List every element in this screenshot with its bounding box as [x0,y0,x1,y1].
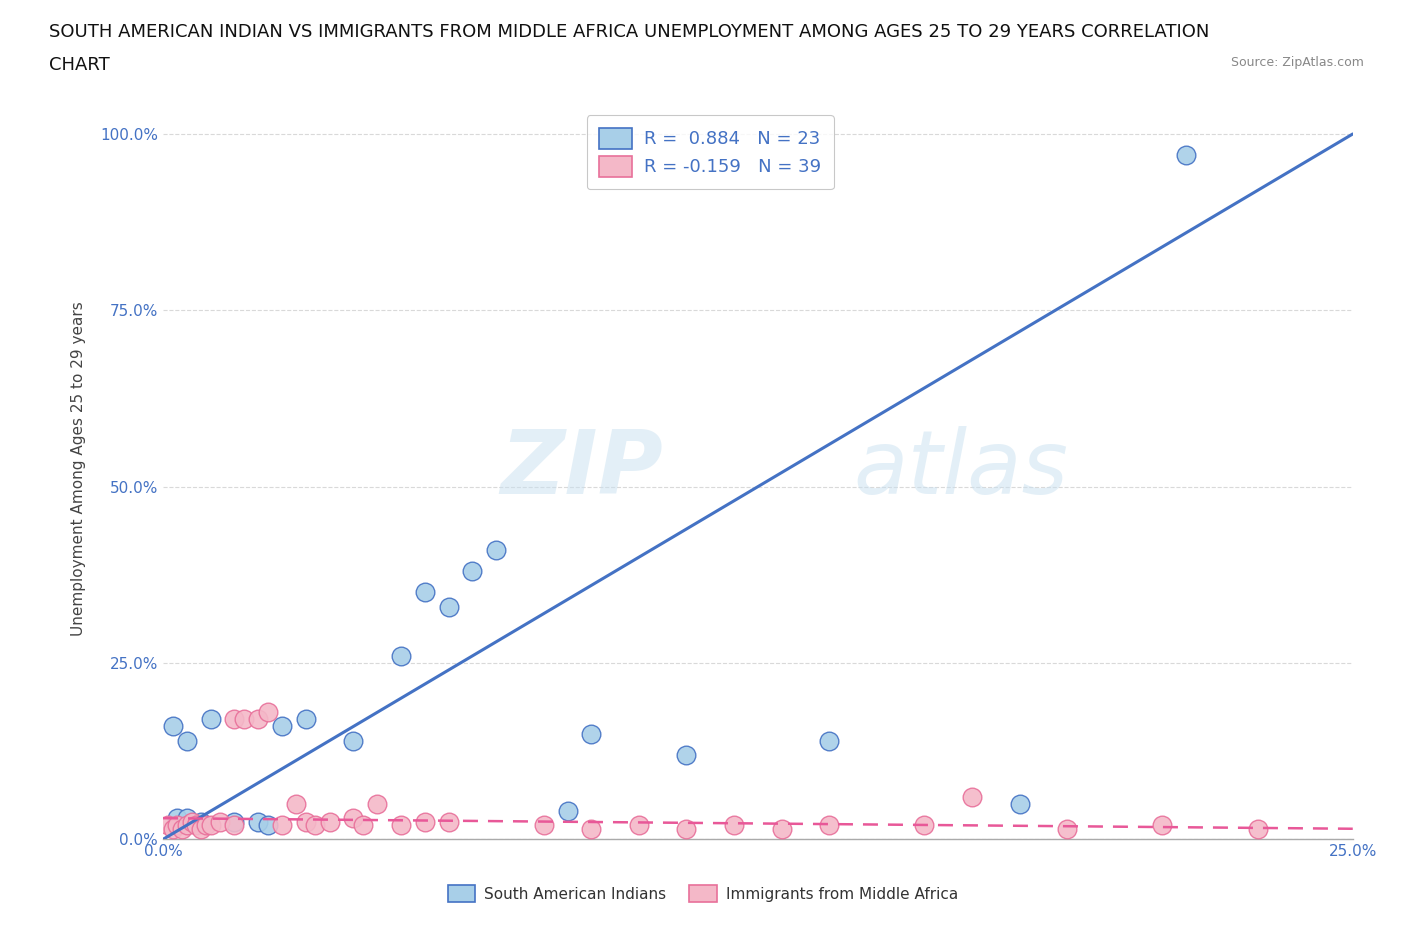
Point [256,705,278,720]
Point [176,733,198,748]
Point [232,712,254,727]
Point [342,733,364,748]
Text: Source: ZipAtlas.com: Source: ZipAtlas.com [1230,56,1364,69]
Point [294,712,316,727]
Point [627,817,650,832]
Point [224,817,246,832]
Point [818,733,841,748]
Point [194,817,217,832]
Legend: R =  0.884   N = 23, R = -0.159   N = 39: R = 0.884 N = 23, R = -0.159 N = 39 [586,115,834,190]
Point [186,817,208,832]
Y-axis label: Unemployment Among Ages 25 to 29 years: Unemployment Among Ages 25 to 29 years [72,301,86,636]
Point [342,811,364,826]
Point [156,817,179,832]
Point [352,817,374,832]
Point [413,585,436,600]
Point [581,726,603,741]
Point [170,821,193,836]
Point [723,817,745,832]
Point [366,797,388,812]
Point [912,817,935,832]
Point [389,817,412,832]
Text: ZIP: ZIP [501,426,662,512]
Point [960,790,983,804]
Point [166,817,188,832]
Point [285,797,308,812]
Point [1152,817,1174,832]
Text: atlas: atlas [853,426,1069,512]
Point [247,815,270,830]
Point [176,811,198,826]
Point [437,599,460,614]
Point [224,815,246,830]
Point [200,817,222,832]
Point [533,817,555,832]
Point [304,817,326,832]
Point [190,821,212,836]
Point [224,712,246,727]
Point [675,821,697,836]
Point [1175,148,1198,163]
Point [1246,821,1268,836]
Point [271,719,294,734]
Point [437,815,460,830]
Point [294,815,316,830]
Point [675,747,697,762]
Point [256,817,278,832]
Point [247,712,270,727]
Text: SOUTH AMERICAN INDIAN VS IMMIGRANTS FROM MIDDLE AFRICA UNEMPLOYMENT AMONG AGES 2: SOUTH AMERICAN INDIAN VS IMMIGRANTS FROM… [49,23,1209,41]
Point [557,804,579,818]
Point [209,815,232,830]
Point [162,821,184,836]
Point [389,648,412,663]
Point [485,543,508,558]
Point [166,811,188,826]
Point [413,815,436,830]
Point [461,564,484,578]
Point [581,821,603,836]
Point [1008,797,1031,812]
Point [190,815,212,830]
Point [180,815,202,830]
Point [1056,821,1078,836]
Point [818,817,841,832]
Point [318,815,340,830]
Point [200,712,222,727]
Text: CHART: CHART [49,56,110,73]
Point [162,719,184,734]
Point [770,821,793,836]
Legend: South American Indians, Immigrants from Middle Africa: South American Indians, Immigrants from … [441,879,965,909]
Point [271,817,294,832]
Point [176,817,198,832]
